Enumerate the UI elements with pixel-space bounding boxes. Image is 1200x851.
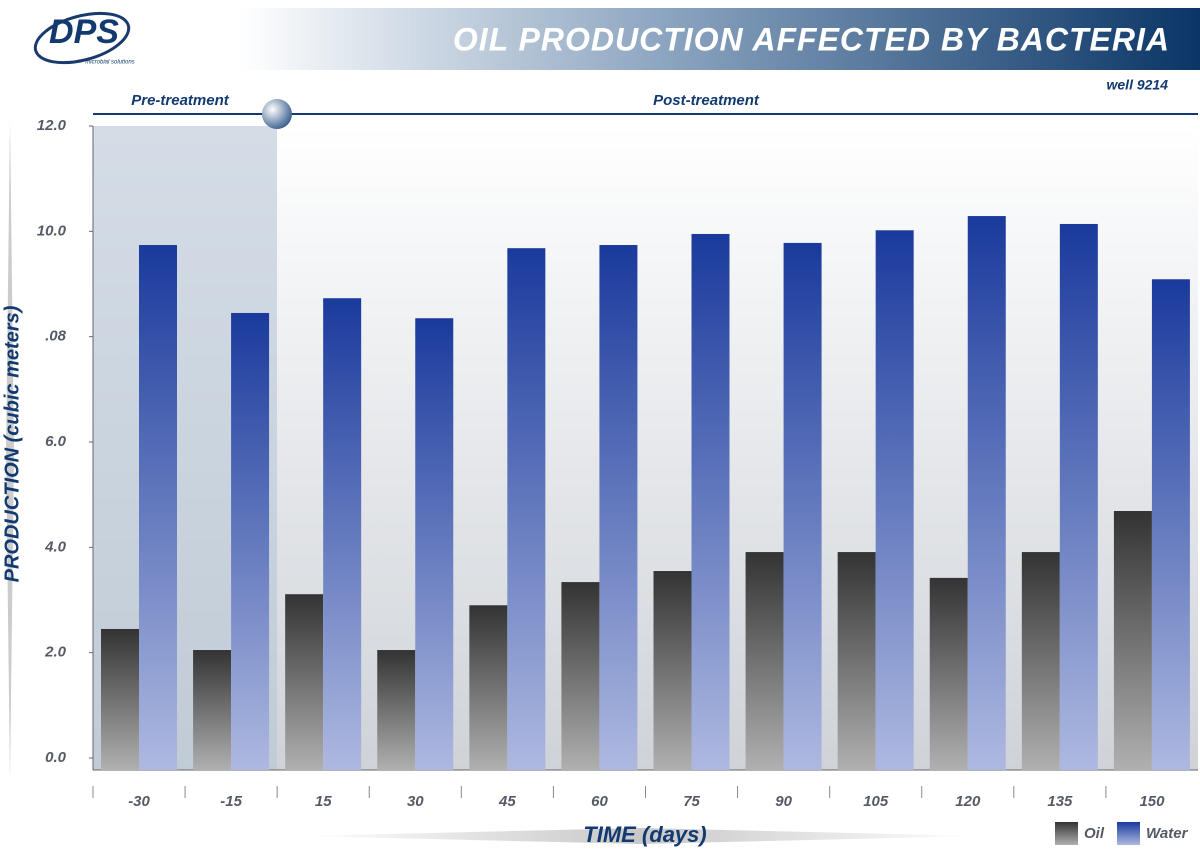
x-tick-label: 150 (1139, 793, 1165, 810)
bar (101, 628, 139, 770)
bar (929, 577, 968, 770)
bar (469, 605, 508, 770)
bar (1021, 552, 1060, 770)
logo-tagline: microbial solutions (85, 60, 134, 66)
bar (783, 242, 822, 771)
x-tick-label: 75 (683, 793, 700, 810)
bar (231, 312, 270, 770)
bar (507, 248, 546, 771)
y-label-decoration (6, 120, 14, 780)
bar (561, 582, 600, 770)
subtitle: well 9214 (1107, 77, 1169, 93)
x-tick-label: -30 (128, 793, 150, 810)
x-tick-label: -15 (220, 793, 242, 810)
x-tick-label: 120 (955, 793, 981, 810)
bar (599, 245, 638, 770)
bar (967, 216, 1006, 770)
y-axis-label: PRODUCTION (cubic meters) (1, 305, 23, 582)
legend-swatch (1055, 822, 1078, 845)
bar (691, 233, 730, 770)
y-tick-label: 0.0 (45, 749, 67, 766)
bar (323, 298, 362, 770)
period-label: Pre-treatment (131, 92, 230, 109)
bar (1059, 223, 1098, 770)
chart-title: OIL PRODUCTION AFFECTED BY BACTERIA (453, 21, 1170, 57)
legend-label: Oil (1084, 825, 1105, 842)
bar (1151, 279, 1190, 770)
y-tick-label: 12.0 (37, 117, 67, 134)
period-marker (262, 99, 292, 129)
bar (745, 552, 784, 770)
plot-background (93, 126, 1198, 770)
y-tick-label: 4.0 (44, 538, 67, 555)
logo: DPS (49, 13, 119, 51)
x-tick-label: 90 (775, 793, 792, 810)
x-tick-label: 60 (591, 793, 608, 810)
x-tick-label: 135 (1047, 793, 1073, 810)
bar (653, 571, 692, 770)
y-tick-label: 10.0 (37, 222, 67, 239)
bar (1113, 510, 1152, 770)
bar (285, 594, 324, 770)
bar (377, 650, 416, 770)
y-tick-label: .08 (45, 328, 67, 345)
header-band (240, 8, 1200, 70)
x-tick-label: 45 (498, 793, 516, 810)
legend-swatch (1117, 822, 1140, 845)
y-tick-label: 6.0 (45, 433, 67, 450)
y-tick-label: 2.0 (44, 644, 67, 661)
bar (875, 230, 914, 770)
x-axis-label: TIME (days) (583, 822, 706, 847)
period-label: Post-treatment (653, 92, 760, 109)
logo-swoosh (33, 11, 131, 65)
bar (193, 650, 232, 770)
x-tick-label: 15 (315, 793, 332, 810)
bar (139, 245, 177, 770)
bar (415, 318, 454, 770)
bar (837, 552, 876, 770)
x-tick-label: 105 (863, 793, 889, 810)
x-label-decoration (300, 828, 980, 844)
legend-label: Water (1146, 825, 1189, 842)
x-tick-label: 30 (407, 793, 424, 810)
